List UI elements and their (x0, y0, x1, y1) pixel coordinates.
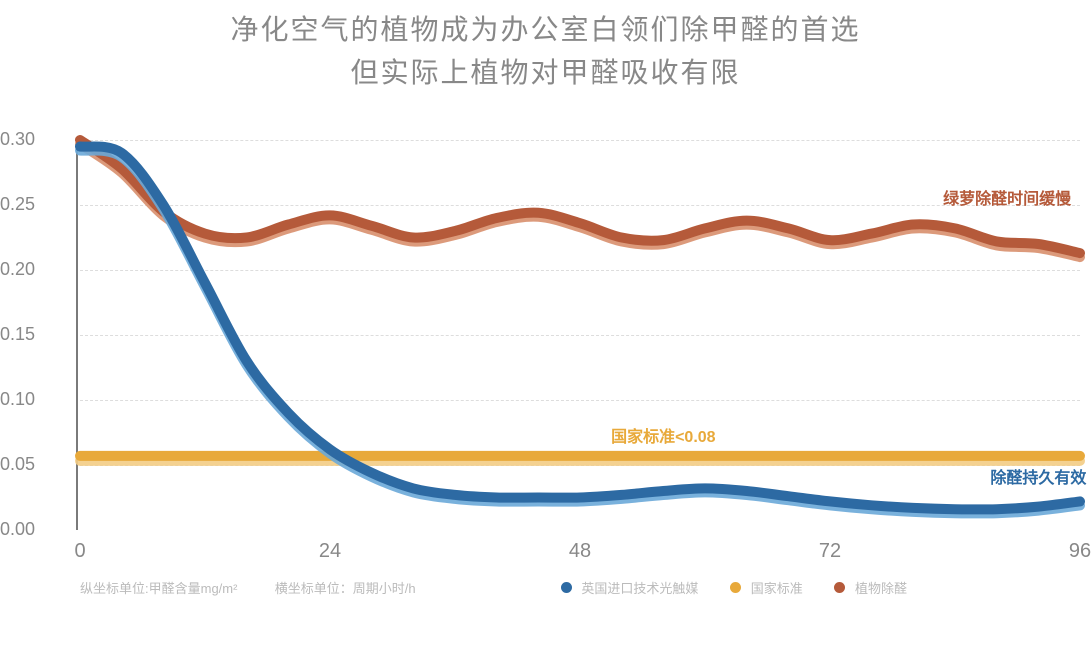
y-tick-label: 0.25 (0, 194, 60, 215)
title-line-1: 净化空气的植物成为办公室白领们除甲醛的首选 (0, 8, 1091, 51)
chart-area: 0.000.050.100.150.200.250.30 024487296 绿… (0, 140, 1091, 600)
y-tick-label: 0.00 (0, 519, 60, 540)
y-axis (76, 140, 78, 530)
legend-row: 纵坐标单位:甲醛含量mg/m² 横坐标单位：周期小时/h 英国进口技术光触媒 国… (80, 578, 1080, 598)
annotation-photo_note: 除醛持久有效 (990, 464, 1086, 488)
chart-title: 净化空气的植物成为办公室白领们除甲醛的首选 但实际上植物对甲醛吸收有限 (0, 0, 1091, 95)
legend-label-plant: 植物除醛 (855, 581, 907, 596)
y-tick-label: 0.20 (0, 259, 60, 280)
y-axis-unit: 纵坐标单位:甲醛含量mg/m² (80, 581, 237, 596)
x-tick-label: 24 (300, 540, 360, 563)
y-tick-label: 0.10 (0, 389, 60, 410)
x-tick-label: 0 (50, 540, 110, 563)
series-plant (80, 140, 1080, 253)
y-tick-label: 0.15 (0, 324, 60, 345)
x-tick-label: 72 (800, 540, 860, 563)
figure-root: 净化空气的植物成为办公室白领们除甲醛的首选 但实际上植物对甲醛吸收有限 0.00… (0, 0, 1091, 671)
legend-dot-standard (730, 582, 741, 593)
plot-svg (80, 140, 1080, 530)
legend-dot-plant (834, 582, 845, 593)
legend-label-photocatalyst: 英国进口技术光触媒 (581, 581, 698, 596)
annotation-standard_note: 国家标准<0.08 (611, 423, 716, 447)
y-tick-label: 0.05 (0, 454, 60, 475)
y-tick-label: 0.30 (0, 129, 60, 150)
plot: 绿萝除醛时间缓慢国家标准<0.08除醛持久有效 (80, 140, 1080, 530)
x-axis-unit: 横坐标单位：周期小时/h (275, 581, 416, 596)
title-line-2: 但实际上植物对甲醛吸收有限 (0, 51, 1091, 94)
x-tick-label: 48 (550, 540, 610, 563)
legend-label-standard: 国家标准 (751, 581, 803, 596)
x-tick-label: 96 (1050, 540, 1091, 563)
legend-dot-photocatalyst (561, 582, 572, 593)
annotation-plant_note: 绿萝除醛时间缓慢 (943, 185, 1071, 209)
